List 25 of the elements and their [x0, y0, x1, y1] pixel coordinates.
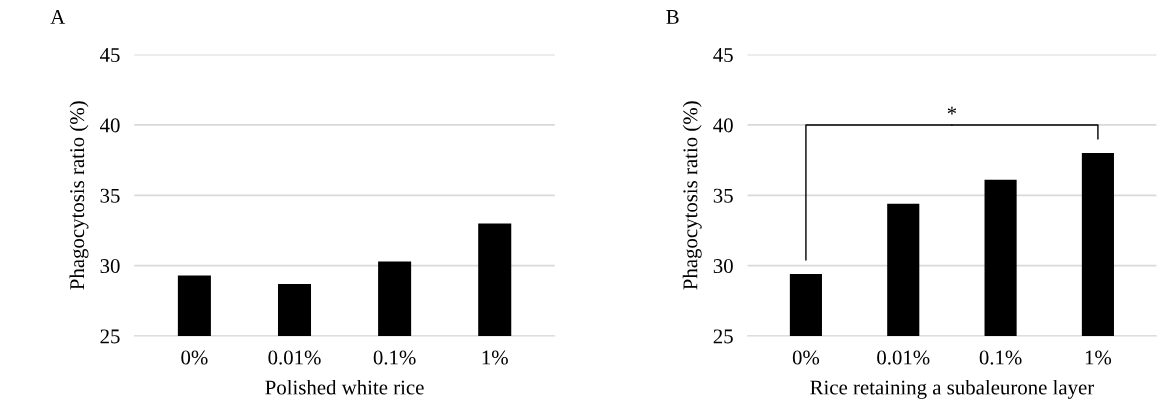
- x-tick-label: 0.01%: [268, 350, 321, 365]
- y-axis-title: Phagocytosis ratio (%): [69, 101, 89, 290]
- y-tick-label: 25: [100, 329, 120, 344]
- x-tick-label: 0%: [792, 350, 820, 365]
- y-axis-title: Phagocytosis ratio (%): [682, 101, 702, 290]
- chart-title: A: [50, 10, 66, 24]
- x-axis-title: Rice retaining a subaleurone layer: [810, 379, 1095, 399]
- y-tick-label: 30: [100, 259, 120, 274]
- y-tick-label: 40: [100, 118, 120, 133]
- annotation: *: [947, 106, 957, 115]
- x-axis-title: Polished white rice: [265, 379, 424, 395]
- chart-title: B: [666, 10, 679, 24]
- y-tick-label: 40: [713, 118, 733, 133]
- x-tick-label: 1%: [1085, 350, 1112, 365]
- x-tick-label: 1%: [482, 350, 508, 365]
- y-tick-label: 35: [713, 188, 733, 203]
- x-tick-label: 0.01%: [877, 350, 930, 365]
- x-tick-label: 0.1%: [979, 350, 1022, 365]
- x-tick-label: 0%: [181, 350, 208, 365]
- x-tick-label: 0.1%: [373, 350, 416, 365]
- y-tick-label: 25: [713, 329, 733, 344]
- y-tick-label: 35: [100, 188, 120, 203]
- y-tick-label: 30: [713, 259, 733, 274]
- y-tick-label: 45: [713, 48, 733, 63]
- y-tick-label: 45: [100, 48, 120, 63]
